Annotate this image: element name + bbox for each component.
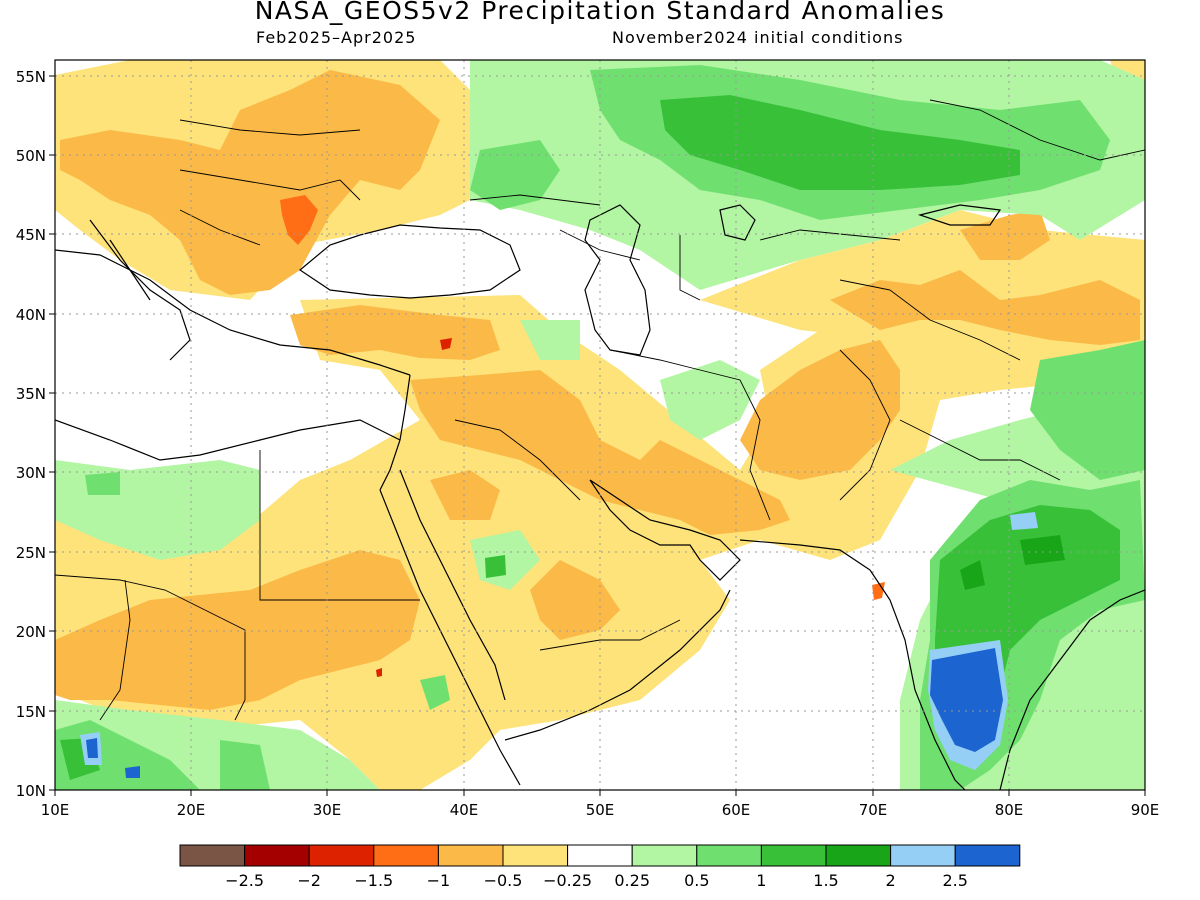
lon-tick-label: 80E [995,801,1024,819]
colorbar-label: −1.5 [354,871,393,890]
map-title: NASA_GEOS5v2 Precipitation Standard Anom… [254,0,946,25]
colorbar [179,844,1021,867]
lon-tick-label: 40E [450,801,479,819]
wet-very-region [960,535,1065,590]
graticule [55,60,1145,790]
lon-tick-label: 70E [859,801,888,819]
lat-axis [49,75,55,791]
colorbar-label: −0.5 [484,871,523,890]
coastlines [55,204,1145,790]
lat-tick-label: 20N [16,623,46,641]
colorbar-swatch [696,844,762,867]
colorbar-swatch [244,844,310,867]
colorbar-swatch [567,844,633,867]
lat-tick-label: 50N [16,147,46,165]
lon-axis [54,790,1146,796]
lat-tick-label: 15N [16,703,46,721]
colorbar-label: −1 [427,871,451,890]
dry-strong-region [280,195,885,600]
forecast-period: Feb2025–Apr2025 [256,28,417,47]
colorbar-swatch [179,844,246,867]
colorbar-label: 0.25 [614,871,650,890]
lat-tick-label: 40N [16,306,46,324]
colorbar-swatch [437,844,504,867]
lon-tick-label: 60E [722,801,751,819]
wet-max-region [86,648,1003,778]
colorbar-label: 1 [756,871,766,890]
lat-tick-labels: 10N 15N 20N 25N 30N 35N 40N 45N 50N 55N [16,68,46,800]
borders [55,99,1145,721]
lat-tick-label: 45N [16,226,46,244]
colorbar-labels: −2.5 −2 −1.5 −1 −0.5 −0.25 0.25 0.5 1 1.5 2 2.5 [225,871,968,890]
lat-tick-label: 35N [16,385,46,403]
colorbar-label: −2.5 [225,871,264,890]
colorbar-label: 2.5 [942,871,967,890]
lat-tick-label: 30N [16,464,46,482]
colorbar-swatch [890,844,956,867]
colorbar-label: 1.5 [813,871,838,890]
colorbar-label: 2 [886,871,896,890]
colorbar-label: −2 [297,871,321,890]
lon-tick-label: 90E [1131,801,1160,819]
colorbar-swatch [373,844,439,867]
colorbar-swatch [760,844,827,867]
lon-tick-label: 20E [177,801,206,819]
colorbar-swatch [308,844,375,867]
colorbar-swatch [631,844,698,867]
lon-tick-label: 30E [313,801,342,819]
colorbar-swatch [502,844,569,867]
colorbar-swatch [825,844,892,867]
colorbar-label: −0.25 [543,871,592,890]
lat-tick-label: 10N [16,782,46,800]
lat-tick-label: 55N [16,68,46,86]
lon-tick-label: 10E [41,801,70,819]
initial-conditions: November2024 initial conditions [612,28,904,47]
lon-tick-labels: 10E 20E 30E 40E 50E 60E 70E 80E 90E [41,801,1160,819]
colorbar-swatch [954,844,1021,867]
lon-tick-label: 50E [586,801,615,819]
dry-very-region [376,338,452,677]
lat-tick-label: 25N [16,544,46,562]
colorbar-label: 0.5 [684,871,709,890]
